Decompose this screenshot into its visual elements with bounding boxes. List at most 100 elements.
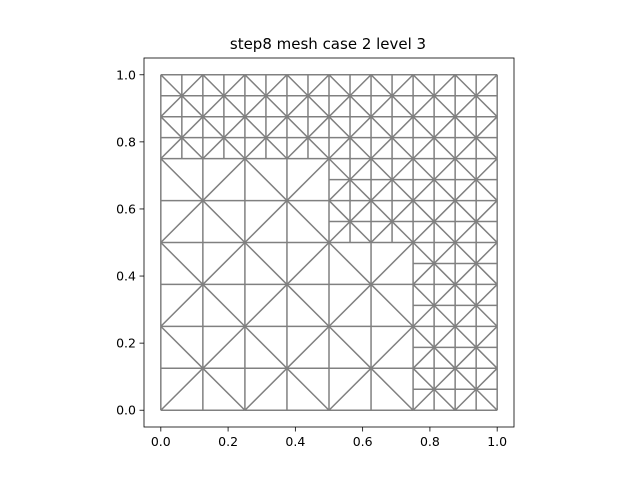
mesh-edge bbox=[412, 283, 435, 306]
mesh-edge bbox=[328, 367, 372, 411]
mesh-edge bbox=[349, 221, 372, 244]
mesh-edge bbox=[391, 137, 414, 160]
mesh-edge bbox=[454, 304, 477, 327]
mesh-edge bbox=[433, 283, 456, 306]
mesh-edge bbox=[202, 241, 246, 285]
mesh-edge bbox=[475, 346, 498, 369]
mesh-edge bbox=[202, 200, 246, 244]
mesh-edge bbox=[412, 304, 435, 327]
mesh-edge bbox=[433, 95, 456, 118]
mesh-edge bbox=[349, 116, 372, 139]
mesh-edge bbox=[475, 179, 498, 202]
y-tick-label: 0.8 bbox=[116, 134, 136, 149]
mesh-edge bbox=[202, 74, 225, 97]
mesh-edge bbox=[244, 241, 288, 285]
mesh-edge bbox=[286, 325, 330, 369]
mesh-edge bbox=[328, 241, 372, 285]
mesh-edge bbox=[370, 116, 393, 139]
mesh-edge bbox=[286, 241, 330, 285]
mesh-edge bbox=[328, 221, 351, 244]
mesh-edge bbox=[370, 283, 414, 327]
mesh-edge bbox=[454, 262, 477, 285]
mesh-edge bbox=[244, 283, 288, 327]
mesh-edge bbox=[391, 116, 414, 139]
mesh-edge bbox=[349, 158, 372, 181]
mesh-edge bbox=[286, 137, 309, 160]
mesh-edge bbox=[475, 74, 498, 97]
mesh-edge bbox=[475, 158, 498, 181]
mesh-edge bbox=[454, 137, 477, 160]
mesh-edge bbox=[328, 158, 351, 181]
mesh-edge bbox=[265, 137, 288, 160]
mesh-edge bbox=[328, 137, 351, 160]
mesh-edge bbox=[202, 116, 225, 139]
mesh-edge bbox=[475, 283, 498, 306]
mesh-edge bbox=[433, 137, 456, 160]
mesh-edge bbox=[412, 158, 435, 181]
x-tick-label: 0.8 bbox=[420, 434, 440, 449]
mesh-edge bbox=[391, 158, 414, 181]
mesh-edge bbox=[328, 116, 351, 139]
mesh-edge bbox=[475, 262, 498, 285]
mesh-edge bbox=[412, 116, 435, 139]
x-tick-label: 1.0 bbox=[487, 434, 507, 449]
mesh-edge bbox=[433, 304, 456, 327]
mesh-edge bbox=[160, 325, 204, 369]
mesh-edge bbox=[286, 200, 330, 244]
mesh-edge bbox=[412, 325, 435, 348]
mesh-edge bbox=[454, 74, 477, 97]
mesh-edge bbox=[412, 137, 435, 160]
mesh-edge bbox=[454, 95, 477, 118]
mesh-edge bbox=[244, 158, 288, 202]
mesh-edge bbox=[454, 241, 477, 264]
mesh-edge bbox=[370, 241, 414, 285]
mesh-edge bbox=[328, 325, 372, 369]
mesh-edge bbox=[160, 283, 204, 327]
mesh-edge bbox=[307, 137, 330, 160]
mesh-edge bbox=[223, 116, 246, 139]
mesh-edge bbox=[160, 95, 183, 118]
mesh-edge bbox=[412, 388, 435, 411]
mesh-edge bbox=[475, 367, 498, 390]
mesh-edge bbox=[454, 116, 477, 139]
mesh-edge bbox=[328, 200, 351, 223]
mesh-edge bbox=[223, 95, 246, 118]
mesh-edge bbox=[265, 116, 288, 139]
mesh-edge bbox=[265, 74, 288, 97]
mesh-edge bbox=[433, 200, 456, 223]
mesh-edge bbox=[433, 221, 456, 244]
x-tick-label: 0.6 bbox=[353, 434, 373, 449]
mesh-edge bbox=[286, 158, 330, 202]
mesh-edge bbox=[412, 221, 435, 244]
mesh-edge bbox=[286, 367, 330, 411]
mesh-edge bbox=[454, 325, 477, 348]
mesh-edge bbox=[454, 283, 477, 306]
mesh-edge bbox=[181, 95, 204, 118]
mesh-edge bbox=[475, 200, 498, 223]
mesh-edge bbox=[307, 95, 330, 118]
mesh-edge bbox=[370, 74, 393, 97]
x-axis-ticks: 0.0 0.2 0.4 0.6 0.8 1.0 bbox=[151, 427, 507, 449]
axes-frame bbox=[143, 57, 515, 428]
mesh-edge bbox=[412, 367, 435, 390]
mesh-edge bbox=[391, 221, 414, 244]
y-tick-label: 0.0 bbox=[116, 403, 136, 418]
mesh-edge bbox=[475, 116, 498, 139]
mesh-edge bbox=[370, 325, 414, 369]
mesh-edge bbox=[223, 137, 246, 160]
mesh-edge bbox=[349, 95, 372, 118]
mesh-edge bbox=[433, 262, 456, 285]
mesh-edge bbox=[202, 283, 246, 327]
mesh-edge bbox=[454, 367, 477, 390]
mesh-edge bbox=[202, 95, 225, 118]
mesh-edge bbox=[370, 137, 393, 160]
mesh-edge bbox=[244, 200, 288, 244]
y-axis-ticks: 0.0 0.2 0.4 0.6 0.8 1.0 bbox=[116, 67, 144, 418]
mesh-edge bbox=[160, 200, 204, 244]
mesh-edge bbox=[244, 367, 288, 411]
mesh-edge bbox=[391, 200, 414, 223]
mesh-edge bbox=[454, 158, 477, 181]
mesh-edge bbox=[475, 304, 498, 327]
mesh-edge bbox=[286, 283, 330, 327]
mesh-edge bbox=[160, 116, 183, 139]
